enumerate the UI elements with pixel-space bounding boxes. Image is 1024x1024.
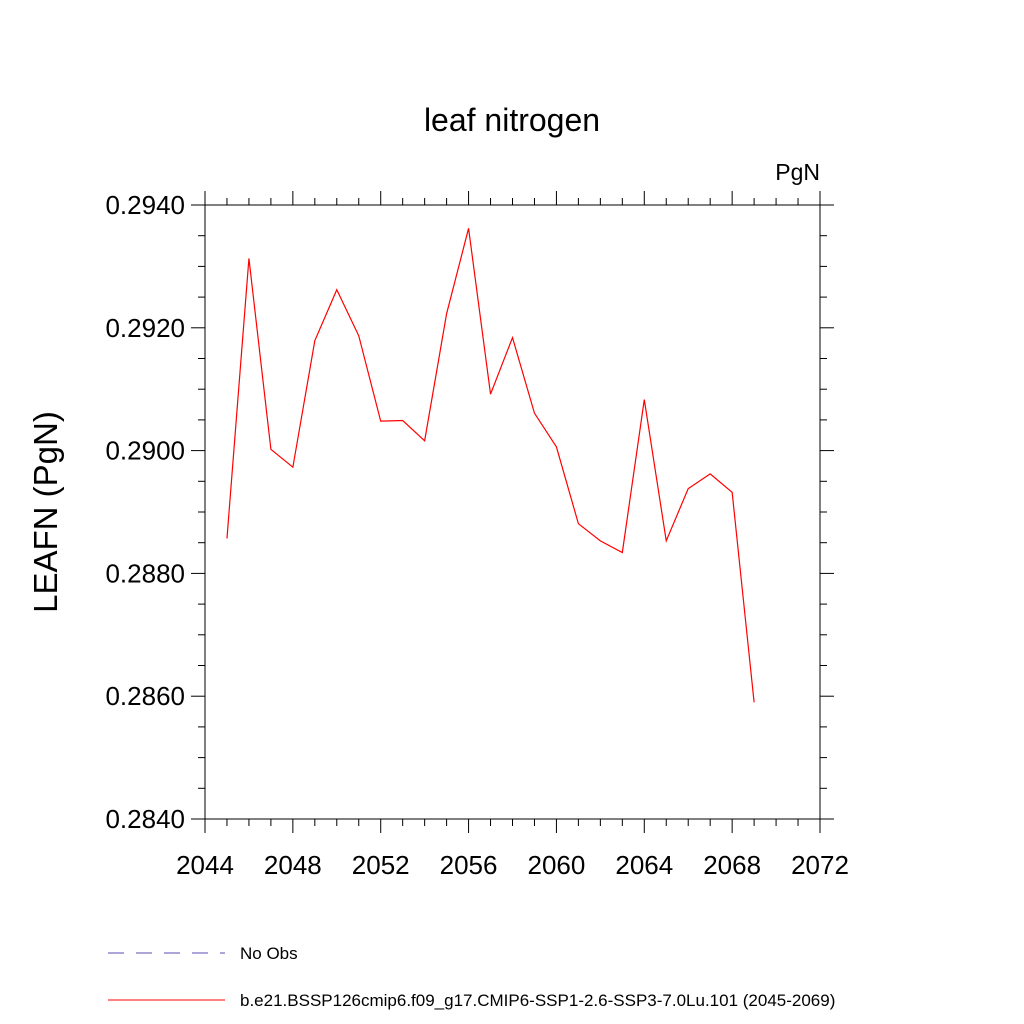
y-tick-label: 0.2940 (105, 190, 185, 220)
x-tick-label: 2060 (528, 850, 586, 880)
x-tick-label: 2052 (352, 850, 410, 880)
y-tick-label: 0.2900 (105, 436, 185, 466)
x-tick-label: 2048 (264, 850, 322, 880)
x-tick-label: 2064 (615, 850, 673, 880)
x-tick-label: 2072 (791, 850, 849, 880)
y-tick-label: 0.2840 (105, 804, 185, 834)
y-tick-label: 0.2880 (105, 558, 185, 588)
series-line (226, 228, 755, 703)
y-tick-label: 0.2860 (105, 681, 185, 711)
units-label: PgN (775, 159, 820, 185)
legend-label: No Obs (240, 944, 298, 963)
legend-label: b.e21.BSSP126cmip6.f09_g17.CMIP6-SSP1-2.… (240, 991, 835, 1010)
series-layer (226, 228, 755, 703)
x-tick-label: 2068 (703, 850, 761, 880)
plot-frame (204, 204, 821, 820)
y-axis-label: LEAFN (PgN) (27, 411, 64, 613)
chart-title: leaf nitrogen (424, 102, 600, 138)
legend: No Obs b.e21.BSSP126cmip6.f09_g17.CMIP6-S… (108, 944, 835, 1010)
x-tick-label: 2056 (440, 850, 498, 880)
y-tick-label: 0.2920 (105, 313, 185, 343)
axes: 2044 2048 2052 2056 2060 2064 2068 2072 0.2840 0.… (105, 190, 848, 880)
x-tick-label: 2044 (176, 850, 234, 880)
